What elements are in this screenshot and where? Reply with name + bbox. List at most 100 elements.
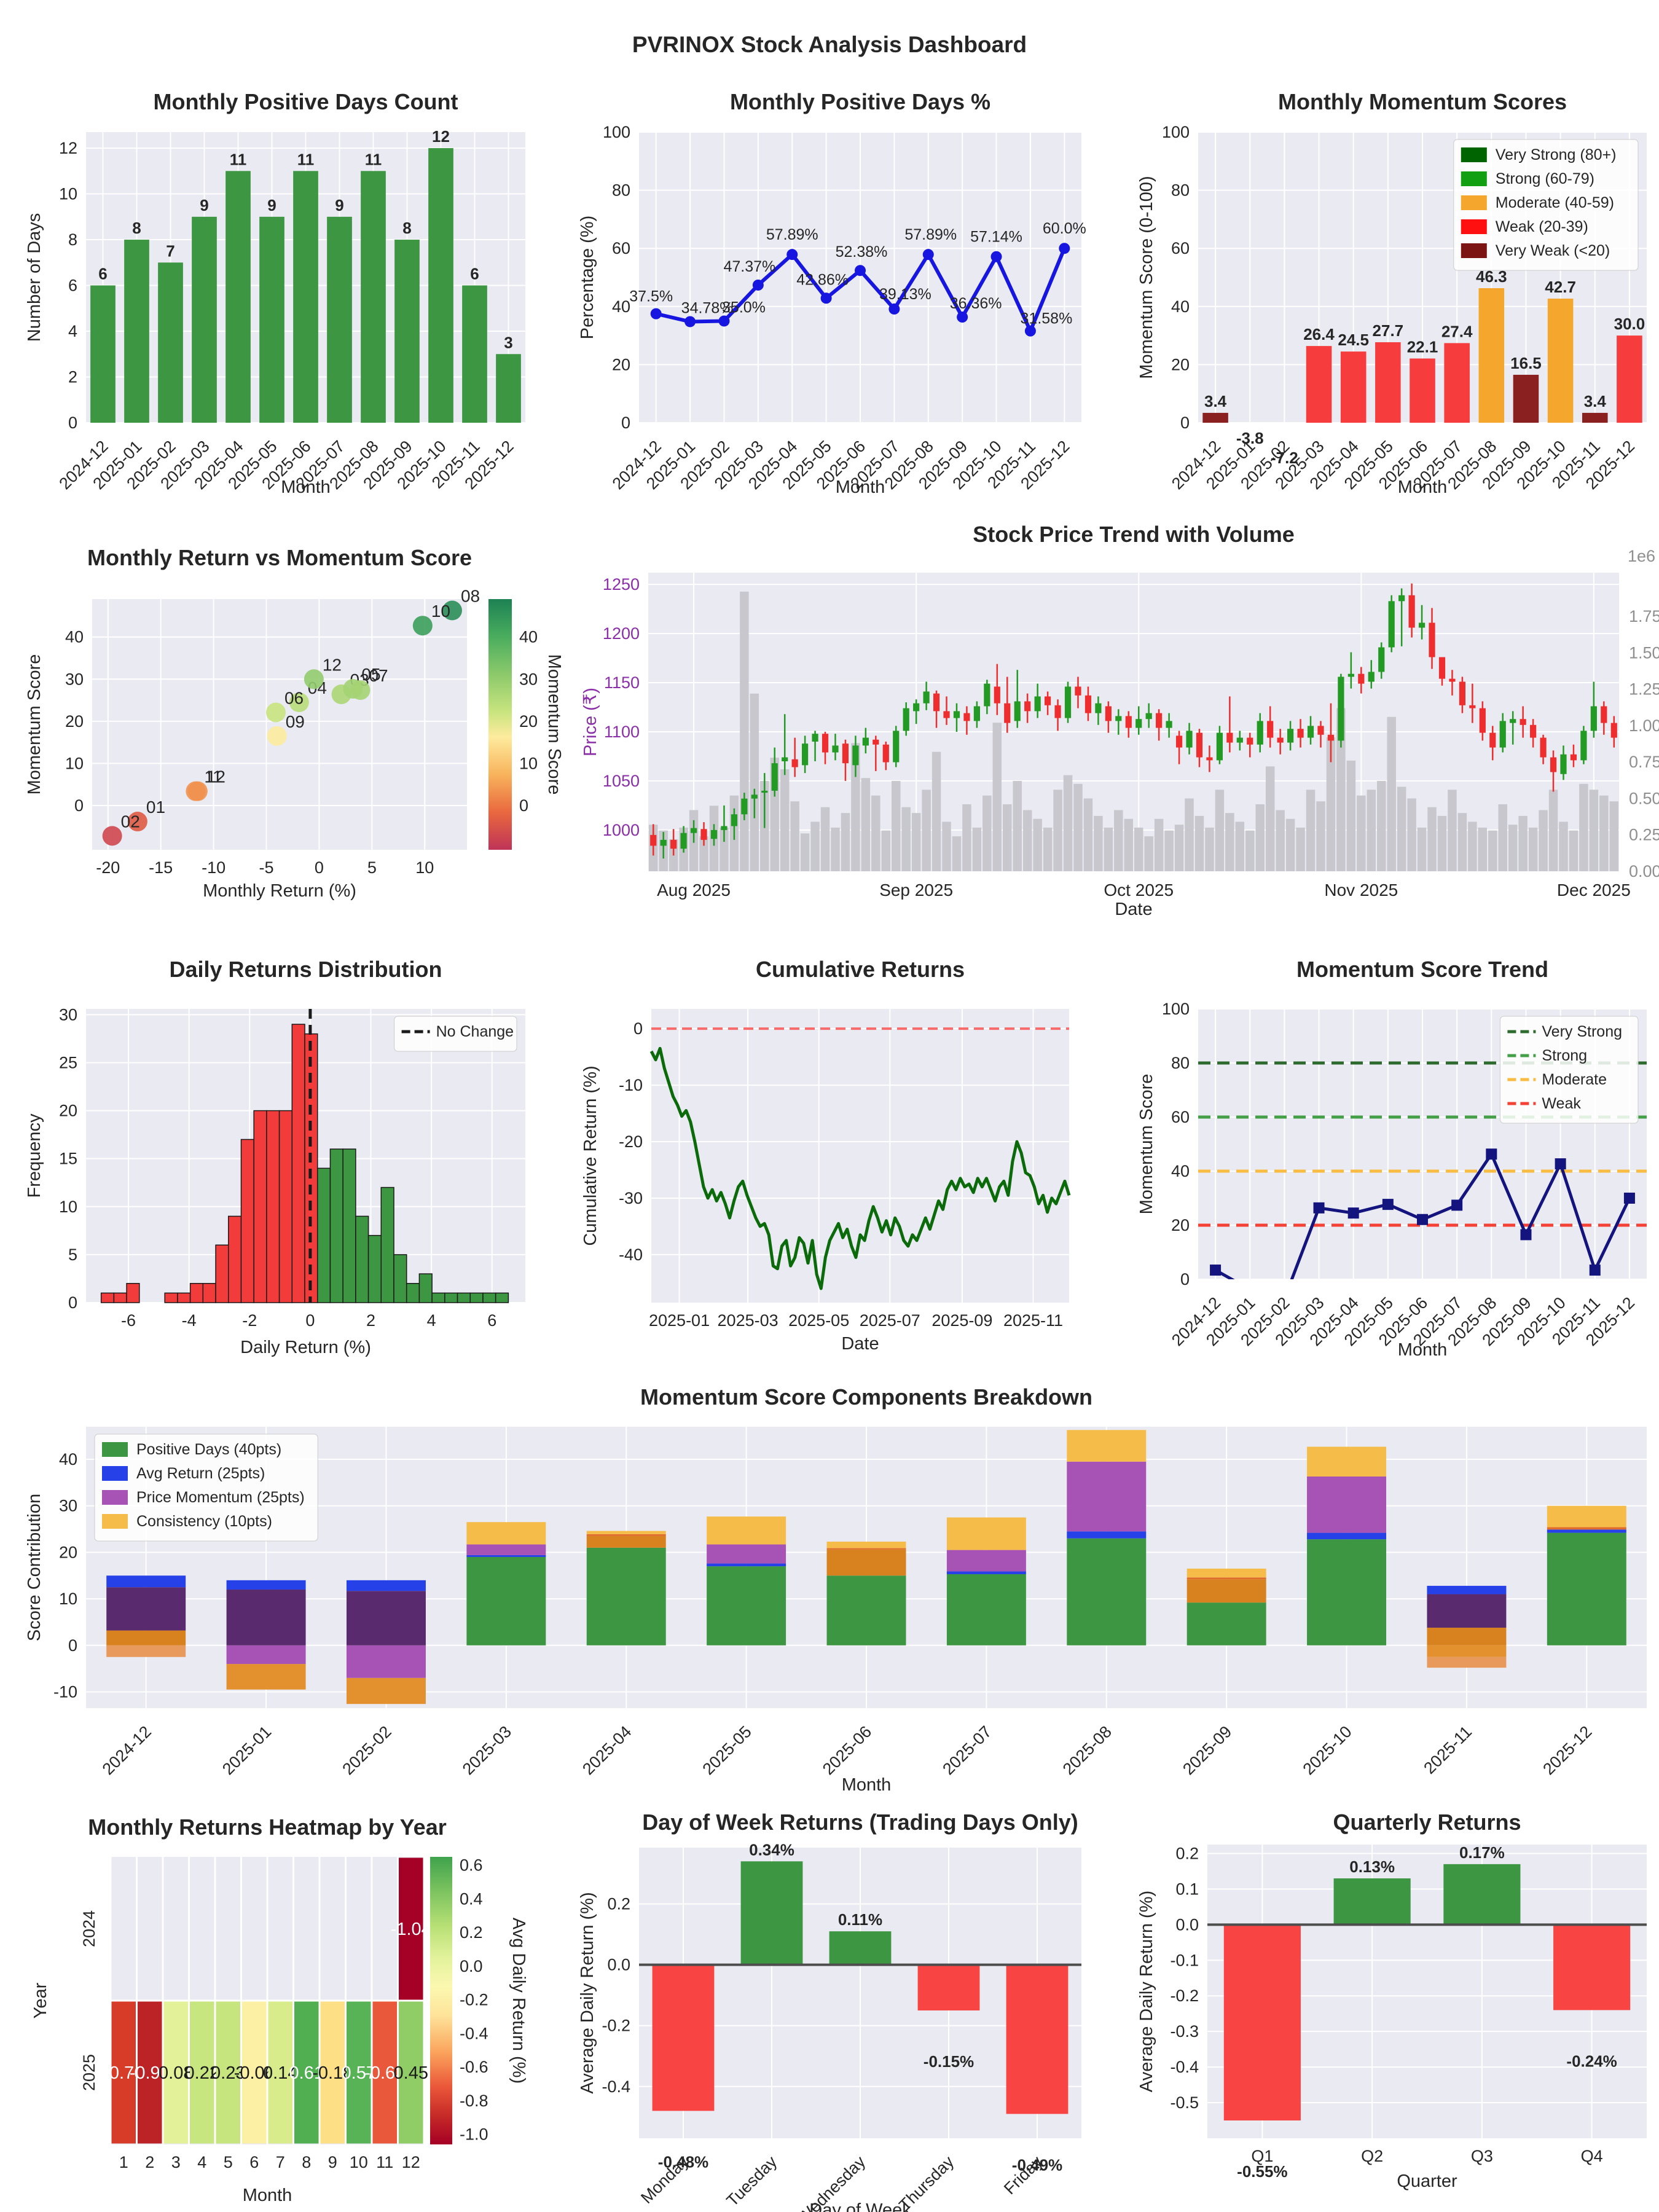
svg-text:0.34%: 0.34% [749, 1840, 794, 1859]
svg-text:6: 6 [470, 265, 479, 283]
svg-text:1.25: 1.25 [1629, 680, 1659, 699]
svg-text:Daily Return (%): Daily Return (%) [240, 1338, 371, 1357]
svg-text:-0.2: -0.2 [460, 1991, 488, 2009]
momentum-score-trend-chart: 0 20 40 60 80 100 2024-12 2025-01 2025-02 2025-03… [1134, 952, 1659, 1359]
svg-text:0: 0 [315, 858, 324, 877]
svg-text:Monthly Returns Heatmap by Yea: Monthly Returns Heatmap by Year [88, 1814, 447, 1840]
svg-text:20: 20 [1171, 1216, 1190, 1234]
monthly-momentum-scores-chart: 3.4 -3.8 -7.2 26.4 24.5 27.7 22.1 27.4 46.3 16.5 4… [1134, 37, 1659, 495]
svg-text:42.86%: 42.86% [796, 271, 849, 288]
svg-text:Momentum Score Components Brea: Momentum Score Components Breakdown [640, 1384, 1092, 1410]
svg-text:20: 20 [519, 712, 538, 731]
svg-text:2025-12: 2025-12 [1539, 1722, 1595, 1778]
svg-text:-0.2: -0.2 [1170, 1986, 1199, 2005]
svg-text:2025-09: 2025-09 [1179, 1722, 1235, 1778]
returns_heatmap-canvas: -1.04-0.76-0.910.080.220.23-0.060.140.61… [31, 1814, 528, 2205]
svg-text:12: 12 [206, 767, 226, 786]
svg-text:Cumulative Returns: Cumulative Returns [756, 957, 965, 982]
svg-text:Daily Returns Distribution: Daily Returns Distribution [169, 957, 442, 982]
svg-text:27.4: 27.4 [1441, 322, 1473, 340]
svg-text:5: 5 [367, 858, 377, 877]
svg-text:Month: Month [1398, 1340, 1448, 1359]
svg-text:-40: -40 [619, 1245, 643, 1264]
quarterly-returns-chart: -0.55% 0.13% 0.17% -0.24% 0.2 0.1 0.0 -0.1 -0.2 -… [1134, 1813, 1659, 2212]
svg-text:Strong: Strong [1542, 1047, 1587, 1064]
svg-text:Sep 2025: Sep 2025 [879, 880, 953, 900]
stock-price-volume-chart: 1000 1050 1100 1150 1200 1250 0.00 0.25 0.50 0.75… [575, 522, 1659, 920]
monthly-positive-days-pct-chart: 37.5% 34.78% 35.0% 47.37% 57.89% 42.86% 52.38%… [575, 37, 1106, 495]
svg-text:2025-01: 2025-01 [219, 1722, 275, 1778]
svg-text:08: 08 [461, 587, 480, 606]
svg-text:0.17%: 0.17% [1459, 1843, 1505, 1862]
svg-text:-0.06: -0.06 [234, 2063, 275, 2083]
svg-text:0: 0 [68, 414, 77, 432]
svg-text:-0.24%: -0.24% [1566, 2052, 1617, 2070]
svg-text:0.0: 0.0 [607, 1956, 630, 1974]
svg-text:-2: -2 [242, 1311, 257, 1330]
svg-text:-0.4: -0.4 [460, 2024, 488, 2042]
svg-text:5: 5 [68, 1245, 77, 1264]
svg-text:60: 60 [1171, 1108, 1190, 1126]
svg-text:11: 11 [204, 767, 222, 786]
svg-text:05: 05 [361, 665, 380, 684]
svg-text:10: 10 [59, 1198, 77, 1216]
svg-text:60: 60 [1171, 239, 1190, 257]
svg-text:1150: 1150 [604, 673, 640, 692]
svg-text:1.75: 1.75 [1629, 607, 1659, 626]
svg-text:Month: Month [281, 477, 331, 495]
svg-text:Monthly Positive Days %: Monthly Positive Days % [730, 89, 990, 114]
svg-text:1100: 1100 [604, 723, 640, 741]
svg-text:Frequency: Frequency [25, 1113, 44, 1198]
components_breakdown-canvas: -10 0 10 20 30 40 2024-12 2025-01 2025-02 2025-03… [25, 1384, 1647, 1793]
svg-text:2025-08: 2025-08 [1059, 1722, 1115, 1778]
svg-text:-10: -10 [202, 858, 226, 877]
svg-text:Q1: Q1 [1251, 2147, 1273, 2165]
svg-text:12: 12 [402, 2153, 420, 2171]
svg-text:Month: Month [1398, 477, 1448, 495]
svg-text:1000: 1000 [603, 821, 640, 839]
svg-text:2025-03: 2025-03 [718, 1311, 779, 1330]
svg-text:1.50: 1.50 [1629, 643, 1659, 662]
svg-text:Cumulative Return (%): Cumulative Return (%) [581, 1065, 600, 1245]
svg-text:-3.8: -3.8 [1236, 429, 1264, 447]
svg-text:5: 5 [224, 2153, 233, 2171]
svg-text:30: 30 [59, 1005, 77, 1024]
svg-text:0: 0 [621, 414, 630, 432]
svg-text:2024: 2024 [80, 1910, 98, 1947]
svg-text:40: 40 [65, 628, 84, 646]
svg-text:-30: -30 [619, 1189, 643, 1207]
svg-text:Year: Year [31, 1982, 50, 2018]
svg-text:20: 20 [59, 1543, 77, 1561]
svg-text:0: 0 [1180, 1270, 1190, 1288]
svg-text:80: 80 [612, 181, 630, 200]
svg-text:8: 8 [402, 219, 411, 237]
svg-text:9: 9 [200, 196, 208, 214]
svg-text:22.1: 22.1 [1407, 337, 1438, 356]
svg-text:-0.8: -0.8 [460, 2092, 488, 2110]
svg-text:2: 2 [145, 2153, 154, 2171]
svg-text:07: 07 [369, 666, 388, 685]
svg-text:Monthly Positive Days Count: Monthly Positive Days Count [153, 89, 458, 114]
svg-text:Oct 2025: Oct 2025 [1104, 880, 1174, 900]
svg-text:57.89%: 57.89% [904, 226, 957, 243]
svg-text:Moderate: Moderate [1542, 1071, 1607, 1088]
svg-text:Momentum Score (0-100): Momentum Score (0-100) [1137, 176, 1156, 378]
svg-text:0.2: 0.2 [460, 1923, 483, 1942]
svg-text:0.75: 0.75 [1629, 753, 1659, 771]
svg-text:-0.4: -0.4 [1170, 2058, 1199, 2076]
svg-text:2025-04: 2025-04 [579, 1722, 635, 1778]
svg-text:0.08: 0.08 [159, 2063, 193, 2083]
svg-text:-15: -15 [149, 858, 173, 877]
svg-text:30: 30 [65, 670, 84, 688]
momentum_trend-canvas: 0204060801002024-122025-012025-022025-03… [1137, 957, 1647, 1359]
svg-text:Positive Days (40pts): Positive Days (40pts) [136, 1441, 281, 1458]
svg-text:2025-09: 2025-09 [931, 1311, 992, 1330]
svg-text:Quarterly Returns: Quarterly Returns [1333, 1813, 1521, 1835]
positive_days_pct-canvas: 37.5% 34.78%35.0% 47.37% 57.89% 42.86% 52.38%… [578, 89, 1086, 495]
svg-text:-0.1: -0.1 [1170, 1951, 1199, 1969]
svg-text:Weak (20-39): Weak (20-39) [1496, 218, 1588, 235]
svg-text:20: 20 [612, 355, 630, 374]
svg-text:-0.15%: -0.15% [924, 2052, 974, 2071]
svg-text:4: 4 [427, 1311, 436, 1330]
momentum-components-breakdown-chart: -10 0 10 20 30 40 2024-12 2025-01 2025-02 2025-03… [22, 1382, 1659, 1793]
